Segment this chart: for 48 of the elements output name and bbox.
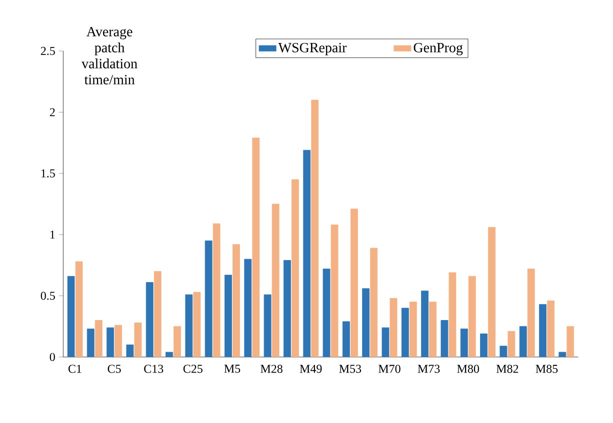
x-tick-label: C1 bbox=[68, 364, 82, 373]
bar bbox=[566, 326, 574, 357]
bar bbox=[212, 223, 220, 357]
bar bbox=[429, 302, 437, 357]
y-tick-label: 2 bbox=[50, 108, 55, 116]
bar bbox=[94, 320, 102, 357]
bar bbox=[193, 292, 201, 357]
legend-label: GenProg bbox=[414, 42, 463, 56]
bar bbox=[272, 204, 280, 357]
bar bbox=[468, 276, 476, 357]
bar bbox=[330, 224, 338, 357]
bar bbox=[370, 248, 378, 357]
bar bbox=[350, 208, 358, 357]
bar bbox=[527, 268, 535, 357]
bar bbox=[448, 272, 456, 357]
bar bbox=[75, 261, 83, 357]
x-tick-label: C5 bbox=[108, 364, 121, 373]
x-tick-label: M85 bbox=[536, 364, 558, 373]
bar bbox=[547, 300, 554, 357]
y-tick-label: 0.5 bbox=[40, 292, 55, 300]
y-tick-label: 2.5 bbox=[40, 46, 55, 56]
x-tick-label: M5 bbox=[224, 364, 240, 373]
bar bbox=[174, 326, 181, 357]
x-tick-label: M73 bbox=[418, 364, 440, 373]
y-tick-label: 0 bbox=[50, 352, 55, 362]
y-tick-label: 1 bbox=[50, 230, 55, 239]
bar bbox=[390, 298, 398, 357]
x-tick-label: C25 bbox=[183, 364, 202, 373]
x-tick-label: C13 bbox=[144, 364, 164, 373]
x-tick-label: M80 bbox=[457, 364, 480, 373]
x-tick-label: M53 bbox=[339, 364, 362, 373]
bar bbox=[134, 322, 142, 357]
bar bbox=[232, 244, 240, 357]
bar bbox=[409, 302, 417, 357]
x-tick-label: M28 bbox=[260, 364, 282, 373]
x-tick-label: M82 bbox=[496, 364, 518, 373]
bar bbox=[114, 324, 122, 357]
bar bbox=[154, 271, 162, 357]
legend-label: WSGRepair bbox=[278, 42, 347, 56]
y-tick-label: 1.5 bbox=[41, 169, 55, 178]
y-axis-title: Average patch validation time/min bbox=[82, 26, 138, 84]
bar bbox=[488, 227, 496, 357]
bar bbox=[311, 100, 319, 357]
bar bbox=[252, 138, 260, 357]
x-tick-label: M70 bbox=[378, 364, 400, 373]
bar bbox=[508, 331, 516, 357]
x-tick-label: M49 bbox=[300, 364, 322, 373]
bar bbox=[292, 179, 299, 357]
